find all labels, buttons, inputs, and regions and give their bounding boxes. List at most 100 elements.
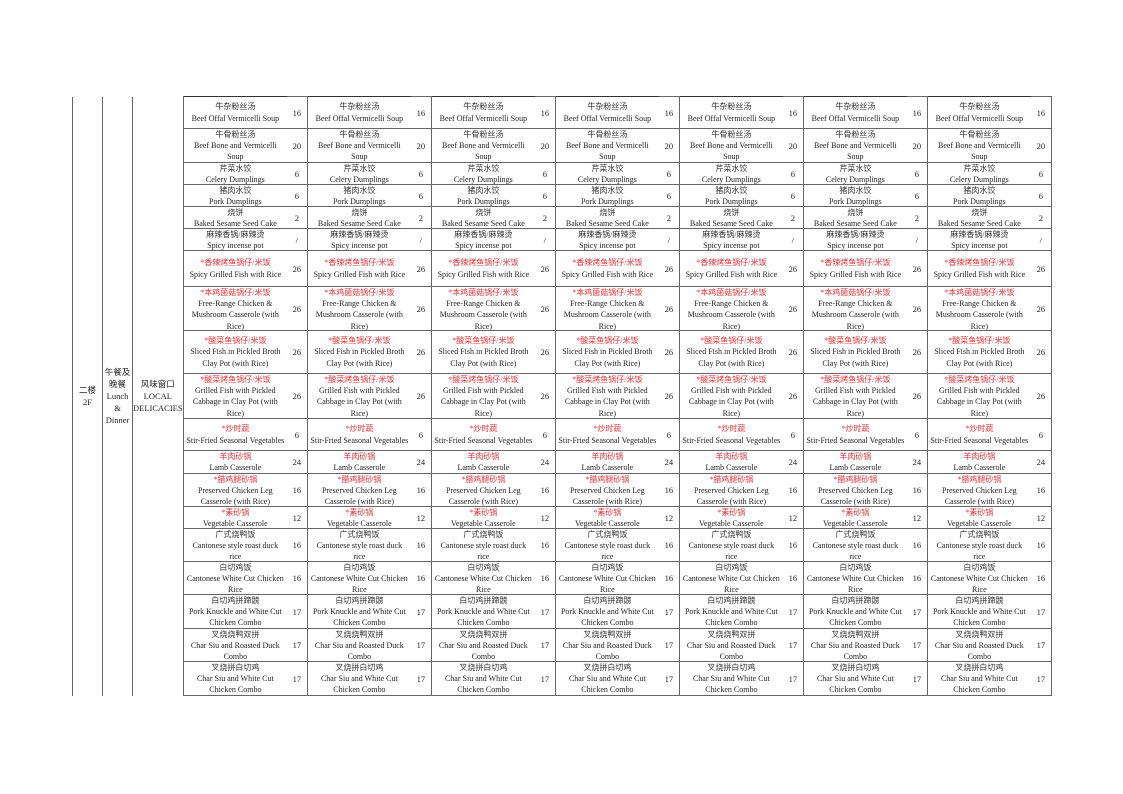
dish-name-en: Vegetable Casserole: [575, 519, 640, 528]
dish-name-en: Cantonese style roast duck rice: [316, 541, 403, 561]
dish-cell: 白切鸡拼蹄髈 Pork Knuckle and White Cut Chicken…: [554, 594, 660, 629]
dish-name-cn: 麻辣香锅/麻辣烫: [950, 230, 1009, 239]
dish-name-cn: 牛杂粉丝汤: [587, 102, 628, 112]
dish-name-cn: 白切鸡饭: [839, 563, 872, 572]
dish-name-en: Char Siu and Roasted Duck Combo: [562, 641, 652, 661]
price-cell: 16: [659, 96, 680, 129]
dish-name-cn: 羊肉砂锅: [715, 452, 748, 461]
price-cell: 2: [659, 206, 680, 229]
price-cell: 16: [659, 473, 680, 507]
dish-name-en: Lamb Casserole: [457, 463, 510, 473]
dish-cell: *炒时蔬 Stir-Fried Seasonal Vegetables: [430, 418, 536, 451]
dish-cell: 白切鸡拼蹄髈 Pork Knuckle and White Cut Chicken…: [182, 594, 288, 629]
dish-name-en: Celery Dumplings: [825, 175, 885, 184]
dish-name-cn: *炒时蔬: [593, 424, 622, 434]
dish-name-en: Celery Dumplings: [205, 175, 265, 184]
dish-cell: *素砂锅 Vegetable Casserole: [182, 506, 288, 529]
dish-name-en: Beef Bone and Vermicelli Soup: [565, 141, 649, 162]
dish-cell: 牛骨粉丝汤 Beef Bone and Vermicelli Soup: [554, 128, 660, 163]
price-cell: 20: [783, 128, 804, 163]
dish-name-en: Beef Offal Vermicelli Soup: [191, 113, 280, 123]
dish-name-cn: *腊鸡腿砂锅: [709, 475, 754, 484]
dish-name-cn: 叉烧烧鸭双拼: [955, 630, 1004, 639]
dish-name-cn: 广式烧鸭饭: [463, 530, 504, 539]
price-cell: 26: [907, 286, 928, 331]
dish-cell: *酸菜烤鱼锅仔/米饭 Grilled Fish with Pickled Cabb…: [554, 373, 660, 419]
price-cell: 6: [1031, 184, 1052, 207]
price-cell: 12: [907, 506, 928, 529]
dish-cell: 叉烧拼白切鸡 Char Siu and White Cut Chicken Com…: [306, 661, 412, 696]
dish-cell: 牛骨粉丝汤 Beef Bone and Vermicelli Soup: [678, 128, 784, 163]
dish-cell: 白切鸡饭 Cantonese White Cut Chicken Rice: [802, 561, 908, 595]
dish-cell: 牛杂粉丝汤 Beef Offal Vermicelli Soup: [678, 96, 784, 129]
dish-name-en: Char Siu and Roasted Duck Combo: [686, 641, 776, 661]
dish-name-cn: *素砂锅: [469, 508, 498, 517]
dish-name-en: Cantonese style roast duck rice: [688, 541, 775, 561]
dish-name-en: Stir-Fried Seasonal Vegetables: [682, 435, 781, 445]
dish-name-cn: 猪肉水饺: [963, 186, 996, 195]
dish-name-cn: 叉烧烧鸭双拼: [211, 630, 260, 639]
dish-name-en: Char Siu and Roasted Duck Combo: [190, 641, 280, 661]
dish-name-cn: *炒时蔬: [345, 424, 374, 434]
dish-cell: 白切鸡饭 Cantonese White Cut Chicken Rice: [430, 561, 536, 595]
dish-cell: 叉烧拼白切鸡 Char Siu and White Cut Chicken Com…: [926, 661, 1032, 696]
dish-name-cn: 广式烧鸭饭: [835, 530, 876, 539]
dish-name-cn: 羊肉砂锅: [467, 452, 500, 461]
price-cell: 26: [287, 373, 308, 419]
price-cell: 26: [535, 286, 556, 331]
price-cell: 6: [287, 184, 308, 207]
price-cell: 24: [659, 450, 680, 474]
dish-name-cn: 叉烧拼白切鸡: [707, 663, 756, 672]
price-cell: /: [907, 228, 928, 251]
price-cell: 12: [1031, 506, 1052, 529]
dish-name-en: Char Siu and White Cut Chicken Combo: [816, 674, 894, 695]
price-cell: 2: [287, 206, 308, 229]
dish-name-en: Beef Offal Vermicelli Soup: [687, 113, 776, 123]
dish-name-cn: 芹菜水饺: [715, 164, 748, 173]
dish-name-cn: 白切鸡拼蹄髈: [335, 596, 384, 605]
dish-cell: 芹菜水饺 Celery Dumplings: [430, 162, 536, 185]
dish-name-en: Sliced Fish in Pickled Broth Clay Pot (w…: [810, 347, 901, 368]
window-cell-cn: 风味窗口: [140, 379, 175, 389]
dish-name-en: Cantonese White Cut Chicken Rice: [682, 574, 780, 594]
dish-name-cn: *炒时蔬: [221, 424, 250, 434]
price-cell: 6: [411, 162, 432, 185]
price-cell: 17: [1031, 661, 1052, 696]
dish-cell: 烧饼 Baked Sesame Seed Cake: [802, 206, 908, 229]
dish-cell: 叉烧烧鸭双拼 Char Siu and Roasted Duck Combo: [430, 628, 536, 662]
dish-cell: 羊肉砂锅 Lamb Casserole: [802, 450, 908, 474]
dish-name-en: Cantonese style roast duck rice: [440, 541, 527, 561]
dish-name-en: Celery Dumplings: [949, 175, 1009, 184]
dish-name-en: Stir-Fried Seasonal Vegetables: [930, 435, 1029, 445]
dish-name-cn: *本鸡菌菇锅仔/米饭: [572, 288, 643, 297]
dish-name-cn: 烧饼: [475, 208, 492, 217]
price-cell: 20: [1031, 128, 1052, 163]
dish-cell: *香辣烤鱼锅仔/米饭 Spicy Grilled Fish with Rice: [678, 250, 784, 287]
price-cell: 17: [783, 628, 804, 662]
dish-name-en: Preserved Chicken Leg Casserole (with Ri…: [818, 486, 893, 506]
dish-cell: 叉烧拼白切鸡 Char Siu and White Cut Chicken Com…: [802, 661, 908, 696]
price-cell: 16: [535, 528, 556, 562]
dish-name-en: Char Siu and White Cut Chicken Combo: [196, 674, 274, 695]
dish-cell: 猪肉水饺 Pork Dumplings: [306, 184, 412, 207]
price-cell: 20: [535, 128, 556, 163]
meal-cell-cn: 午餐及晚餐: [104, 367, 131, 389]
dish-name-cn: 麻辣香锅/麻辣烫: [206, 230, 265, 239]
price-cell: 20: [907, 128, 928, 163]
menu-row: 广式烧鸭饭 Cantonese style roast duck rice 16 广式…: [73, 528, 1052, 562]
dish-cell: 羊肉砂锅 Lamb Casserole: [554, 450, 660, 474]
price-cell: 6: [783, 162, 804, 185]
dish-name-cn: 芹菜水饺: [219, 164, 252, 173]
dish-name-cn: *本鸡菌菇锅仔/米饭: [696, 288, 767, 297]
dish-name-cn: 芹菜水饺: [963, 164, 996, 173]
dish-name-cn: 牛骨粉丝汤: [215, 130, 256, 139]
menu-row: *腊鸡腿砂锅 Preserved Chicken Leg Casserole (w…: [73, 473, 1052, 507]
dish-name-en: Celery Dumplings: [453, 175, 513, 184]
dish-name-cn: 广式烧鸭饭: [587, 530, 628, 539]
dish-cell: 叉烧烧鸭双拼 Char Siu and Roasted Duck Combo: [306, 628, 412, 662]
dish-name-cn: 猪肉水饺: [467, 186, 500, 195]
dish-name-cn: 叉烧烧鸭双拼: [583, 630, 632, 639]
floor-cell-cn: 二楼: [78, 385, 96, 395]
dish-name-en: Free-Range Chicken & Mushroom Casserole …: [439, 299, 527, 330]
price-cell: 16: [287, 528, 308, 562]
